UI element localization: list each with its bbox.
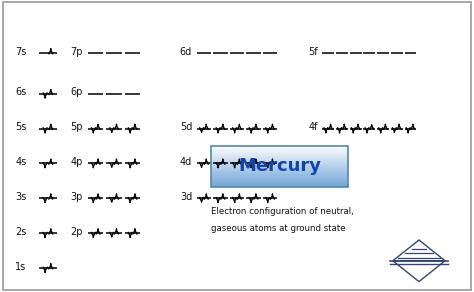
Bar — [211, 156, 348, 157]
Text: 4d: 4d — [180, 157, 192, 167]
Bar — [211, 180, 348, 182]
Bar — [211, 175, 348, 177]
Bar — [211, 178, 348, 180]
Bar — [211, 153, 348, 154]
Text: 3s: 3s — [16, 192, 27, 202]
Bar — [211, 152, 348, 153]
Bar — [211, 151, 348, 152]
Bar — [211, 149, 348, 150]
Bar — [211, 146, 348, 147]
Bar — [211, 162, 348, 163]
Bar — [211, 184, 348, 185]
Bar — [211, 169, 348, 171]
Bar — [211, 173, 348, 175]
Bar — [211, 177, 348, 178]
Text: 4s: 4s — [16, 157, 27, 167]
Bar — [211, 146, 348, 187]
Text: Electron configuration of neutral,: Electron configuration of neutral, — [211, 207, 354, 216]
Bar — [211, 168, 348, 169]
Text: 6s: 6s — [16, 87, 27, 97]
Bar — [211, 171, 348, 173]
Text: 7p: 7p — [71, 46, 83, 57]
Bar — [211, 147, 348, 148]
Text: 5f: 5f — [308, 46, 318, 57]
Bar — [211, 148, 348, 149]
Bar — [211, 154, 348, 155]
Text: 5d: 5d — [180, 122, 192, 132]
Text: 5p: 5p — [71, 122, 83, 132]
Bar — [211, 166, 348, 167]
Bar — [211, 167, 348, 168]
Bar — [211, 185, 348, 186]
Text: 2p: 2p — [71, 227, 83, 237]
Text: 7s: 7s — [15, 46, 27, 57]
Bar — [211, 186, 348, 187]
Bar — [211, 150, 348, 151]
Text: 1s: 1s — [16, 262, 27, 272]
Bar — [211, 157, 348, 158]
Bar — [211, 158, 348, 159]
Text: 6d: 6d — [180, 46, 192, 57]
Text: 4p: 4p — [71, 157, 83, 167]
Bar — [211, 161, 348, 162]
Bar — [211, 164, 348, 165]
Text: 3p: 3p — [71, 192, 83, 202]
Text: Mercury: Mercury — [238, 157, 321, 175]
Text: 2s: 2s — [15, 227, 27, 237]
Text: 5s: 5s — [15, 122, 27, 132]
Bar — [211, 155, 348, 156]
Bar — [211, 160, 348, 161]
Bar — [211, 182, 348, 184]
Text: 3d: 3d — [180, 192, 192, 202]
Bar — [211, 163, 348, 164]
Text: gaseous atoms at ground state: gaseous atoms at ground state — [211, 225, 346, 234]
Bar — [211, 159, 348, 160]
Text: 6p: 6p — [71, 87, 83, 97]
Text: 4f: 4f — [308, 122, 318, 132]
Bar — [211, 165, 348, 166]
